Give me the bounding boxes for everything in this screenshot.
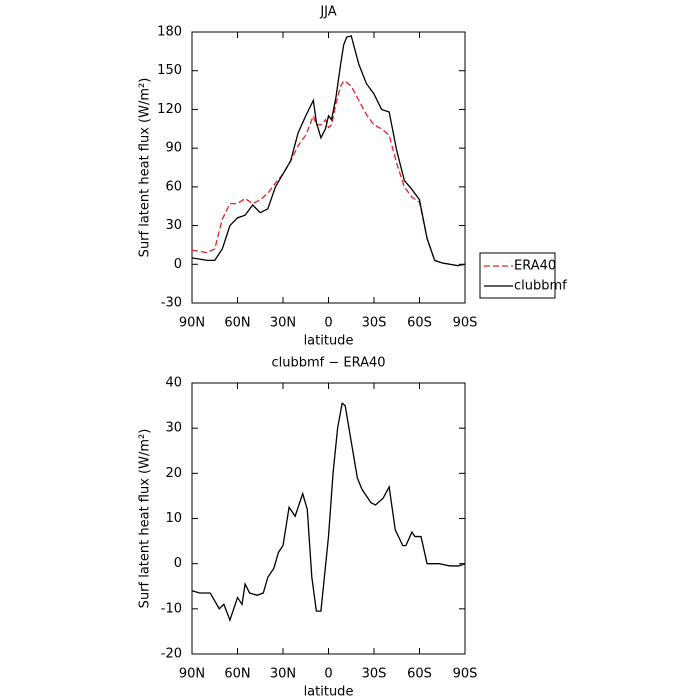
y-tick-label: 30 — [165, 218, 182, 233]
y-tick-label: 10 — [165, 511, 182, 526]
y-tick-label: 90 — [165, 141, 182, 156]
y-tick-label: -20 — [161, 647, 182, 662]
x-tick-label: 90S — [453, 667, 478, 682]
x-axis-label: latitude — [304, 685, 354, 700]
x-tick-label: 30S — [362, 316, 387, 331]
y-tick-label: 40 — [165, 376, 182, 391]
chart-title: JJA — [319, 5, 336, 20]
y-axis-label: Surf latent heat flux (W/m²) — [138, 429, 153, 609]
y-tick-label: -10 — [161, 601, 182, 616]
legend-label: clubbmf — [514, 279, 567, 294]
x-axis-label: latitude — [304, 334, 354, 349]
data-line — [191, 35, 466, 267]
x-tick-label: 0 — [324, 667, 332, 682]
y-tick-label: 180 — [157, 25, 182, 40]
y-tick-label: 60 — [165, 179, 182, 194]
data-line — [191, 402, 466, 623]
legend-label: ERA40 — [514, 259, 556, 274]
y-tick-label: 0 — [174, 257, 182, 272]
x-tick-label: 90N — [179, 667, 205, 682]
x-tick-label: 30N — [270, 316, 296, 331]
x-tick-label: 90N — [179, 316, 205, 331]
y-axis-label: Surf latent heat flux (W/m²) — [138, 78, 153, 258]
x-tick-label: 60N — [224, 667, 250, 682]
plot-frame — [191, 382, 466, 655]
legend-box — [479, 252, 556, 299]
x-tick-label: 60N — [224, 316, 250, 331]
y-tick-label: 20 — [165, 466, 182, 481]
y-tick-label: 0 — [174, 556, 182, 571]
x-tick-label: 60S — [407, 667, 432, 682]
chart-title: clubbmf − ERA40 — [271, 356, 385, 371]
x-tick-label: 0 — [324, 316, 332, 331]
x-tick-label: 60S — [407, 316, 432, 331]
y-tick-label: 150 — [157, 63, 182, 78]
data-line — [191, 80, 466, 267]
plot-frame — [191, 31, 466, 304]
y-tick-label: 30 — [165, 421, 182, 436]
x-tick-label: 90S — [453, 316, 478, 331]
x-tick-label: 30N — [270, 667, 296, 682]
y-tick-label: -30 — [161, 296, 182, 311]
x-tick-label: 30S — [362, 667, 387, 682]
y-tick-label: 120 — [157, 102, 182, 117]
